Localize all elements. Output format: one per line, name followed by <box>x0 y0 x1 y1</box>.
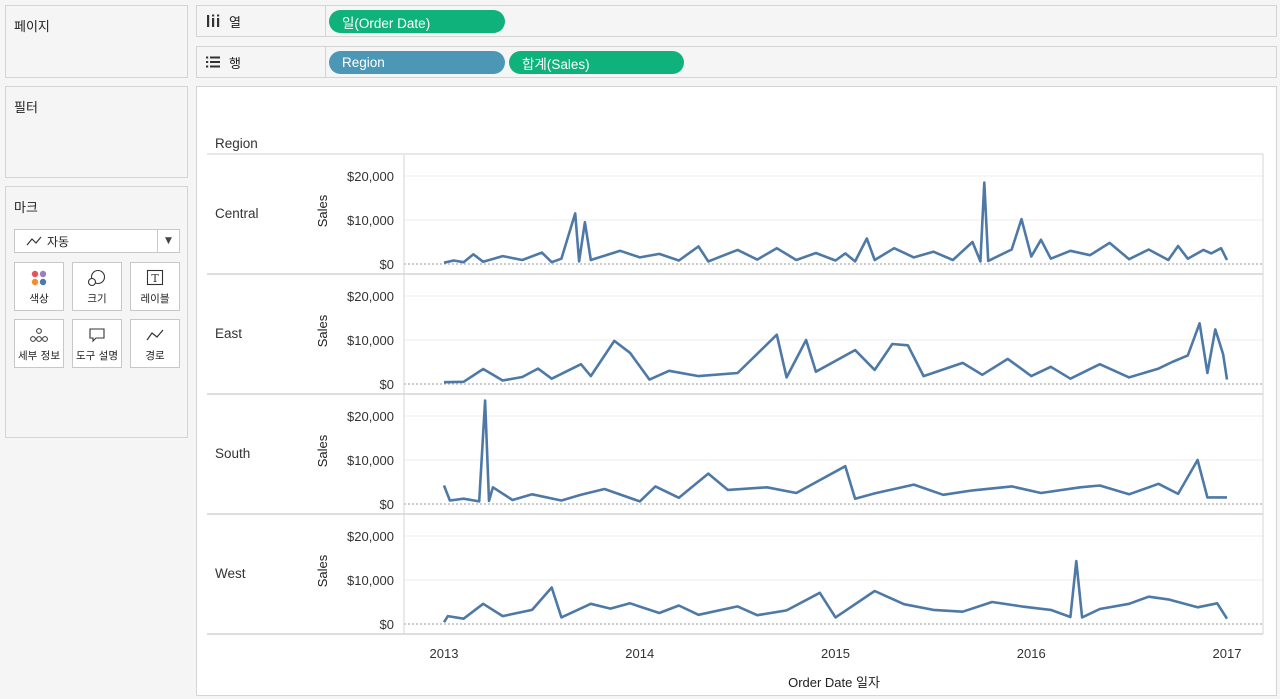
rows-icon <box>205 56 221 68</box>
region-label-west: West <box>215 566 246 581</box>
series-line-west[interactable] <box>442 559 1229 623</box>
y-tick-label: $0 <box>380 377 394 392</box>
region-pill[interactable]: Region <box>329 51 505 74</box>
y-axis-title: Sales <box>315 554 330 587</box>
y-tick-label: $10,000 <box>347 333 394 348</box>
detail-button[interactable]: 세부 정보 <box>14 319 64 368</box>
x-tick-label: 2013 <box>430 646 459 661</box>
marks-card-title: 마크 <box>14 201 38 216</box>
detail-icon <box>29 324 49 346</box>
y-tick-label: $10,000 <box>347 453 394 468</box>
columns-shelf[interactable]: 열 일(Order Date) <box>196 5 1277 37</box>
row-header-title: Region <box>215 136 258 151</box>
label-icon: T <box>146 267 164 289</box>
viz-view[interactable]: Region $0 $10,000 $20,000 Central Sales $0 $10,… <box>196 86 1277 696</box>
label-button-label: 레이블 <box>140 293 170 305</box>
tooltip-button[interactable]: 도구 설명 <box>72 319 122 368</box>
y-tick-label: $20,000 <box>347 409 394 424</box>
detail-button-label: 세부 정보 <box>18 350 60 362</box>
series-line-south[interactable] <box>442 399 1227 503</box>
pages-card-title: 페이지 <box>14 20 50 35</box>
x-tick-label: 2015 <box>821 646 850 661</box>
rows-shelf[interactable]: 행 Region 합계(Sales) <box>196 46 1277 78</box>
y-tick-label: $0 <box>380 257 394 272</box>
path-button-label: 경로 <box>145 350 165 362</box>
y-tick-label: $20,000 <box>347 529 394 544</box>
color-icon <box>30 267 48 289</box>
y-axis-title: Sales <box>315 314 330 347</box>
path-button[interactable]: 경로 <box>130 319 180 368</box>
order-date-pill[interactable]: 일(Order Date) <box>329 10 505 33</box>
sum-sales-pill[interactable]: 합계(Sales) <box>509 51 684 74</box>
chart-canvas: Region $0 $10,000 $20,000 Central Sales $0 $10,… <box>207 136 1264 690</box>
columns-shelf-label: 열 <box>229 15 241 31</box>
y-tick-label: $0 <box>380 617 394 632</box>
region-label-east: East <box>215 326 242 341</box>
tooltip-icon <box>88 324 106 346</box>
series-line-central[interactable] <box>443 181 1229 264</box>
filters-card[interactable]: 필터 <box>5 86 188 178</box>
y-tick-label: $20,000 <box>347 289 394 304</box>
path-icon <box>146 324 164 346</box>
columns-shelf-header: 열 <box>197 6 326 36</box>
y-axis-title: Sales <box>315 194 330 227</box>
x-tick-label: 2014 <box>625 646 654 661</box>
color-button[interactable]: 색상 <box>14 262 64 311</box>
size-icon <box>87 267 107 289</box>
y-tick-label: $20,000 <box>347 169 394 184</box>
columns-icon <box>205 14 221 28</box>
y-tick-label: $10,000 <box>347 213 394 228</box>
y-axis-title: Sales <box>315 434 330 467</box>
size-button[interactable]: 크기 <box>72 262 122 311</box>
svg-text:T: T <box>151 272 159 285</box>
region-label-south: South <box>215 446 250 461</box>
tooltip-button-label: 도구 설명 <box>76 350 118 362</box>
mark-type-label: 자동 <box>47 234 70 249</box>
chevron-down-icon[interactable]: ▼ <box>157 230 179 252</box>
rows-shelf-header: 행 <box>197 47 326 77</box>
filters-card-title: 필터 <box>14 101 38 116</box>
size-button-label: 크기 <box>87 293 107 305</box>
pages-card[interactable]: 페이지 <box>5 5 188 78</box>
region-label-central: Central <box>215 206 259 221</box>
marks-card: 마크 자동 ▼ 색상 크기 T 레이블 <box>5 186 188 438</box>
mark-type-dropdown[interactable]: 자동 ▼ <box>14 229 180 253</box>
y-tick-label: $10,000 <box>347 573 394 588</box>
line-mark-icon <box>23 230 45 252</box>
y-tick-label: $0 <box>380 497 394 512</box>
x-tick-label: 2017 <box>1213 646 1242 661</box>
label-button[interactable]: T 레이블 <box>130 262 180 311</box>
rows-shelf-label: 행 <box>229 56 241 72</box>
x-axis-title: Order Date 일자 <box>788 675 880 690</box>
series-line-east[interactable] <box>443 322 1229 384</box>
color-button-label: 색상 <box>29 293 49 305</box>
x-tick-label: 2016 <box>1017 646 1046 661</box>
